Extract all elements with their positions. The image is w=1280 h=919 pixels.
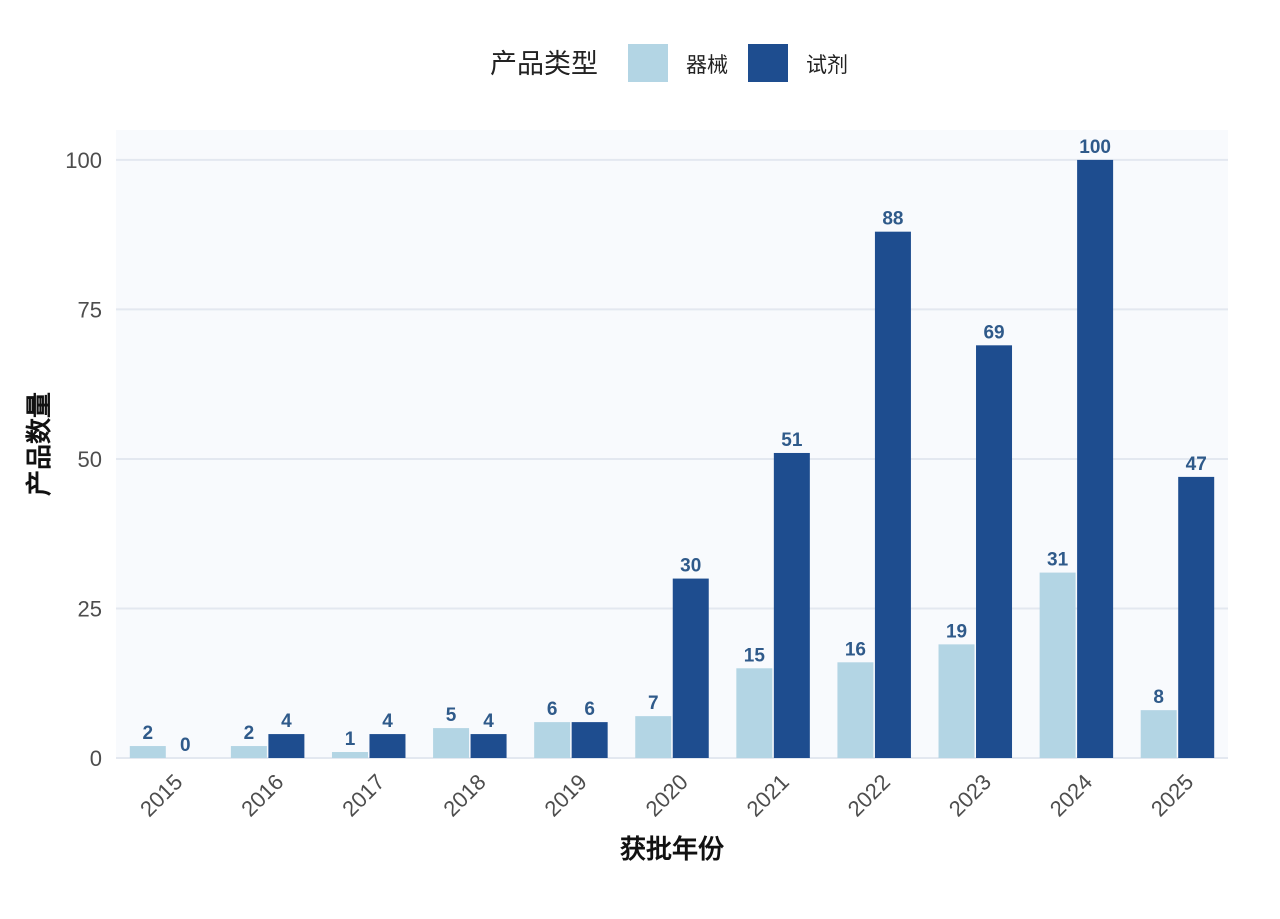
y-tick-label: 25 — [78, 596, 102, 621]
bar-shiji-2025 — [1178, 476, 1215, 758]
data-label: 47 — [1186, 454, 1207, 475]
data-label: 100 — [1079, 137, 1111, 158]
data-label: 2 — [244, 723, 255, 744]
legend: 产品类型 器械 试剂 — [490, 44, 848, 82]
bar-qixie-2022 — [837, 662, 874, 758]
bar-shiji-2023 — [976, 345, 1013, 758]
data-label: 1 — [345, 729, 356, 750]
y-axis: 0 25 50 75 100 — [65, 148, 102, 771]
data-labels: 2 0 2 4 1 4 5 4 6 6 7 30 15 51 16 88 19 69 31 100 8 47 — [143, 137, 1207, 756]
x-tick-label: 2019 — [539, 769, 591, 821]
data-label: 30 — [680, 556, 701, 577]
bar-qixie-2021 — [736, 668, 773, 758]
bar-qixie-2020 — [635, 716, 672, 758]
data-label: 51 — [781, 430, 803, 451]
x-tick-label: 2017 — [337, 769, 389, 821]
y-axis-title: 产品数量 — [25, 392, 55, 496]
bar-shiji-2021 — [773, 452, 810, 758]
data-label: 4 — [483, 711, 494, 732]
x-tick-label: 2016 — [236, 769, 288, 821]
bar-shiji-2022 — [874, 231, 911, 758]
bar-shiji-2017 — [369, 734, 406, 758]
bar-qixie-2024 — [1039, 572, 1076, 758]
legend-swatch-shiji — [748, 44, 788, 82]
bar-shiji-2020 — [672, 578, 709, 758]
data-label: 6 — [584, 699, 595, 720]
bar-qixie-2023 — [938, 644, 975, 758]
x-tick-label: 2020 — [641, 769, 693, 821]
data-label: 7 — [648, 693, 659, 714]
bar-shiji-2016 — [268, 734, 305, 758]
x-axis-title: 获批年份 — [620, 834, 724, 865]
x-tick-label: 2024 — [1045, 769, 1097, 821]
x-tick-label: 2025 — [1146, 769, 1198, 821]
x-tick-label: 2022 — [843, 769, 895, 821]
bar-qixie-2025 — [1140, 710, 1177, 758]
x-tick-label: 2015 — [135, 769, 187, 821]
data-label: 88 — [882, 209, 903, 230]
data-label: 31 — [1047, 550, 1069, 571]
bar-shiji-2024 — [1077, 159, 1114, 758]
data-label: 15 — [744, 645, 766, 666]
data-label: 0 — [180, 735, 191, 756]
data-label: 2 — [143, 723, 154, 744]
legend-label: 器械 — [686, 54, 728, 77]
bar-shiji-2018 — [470, 734, 507, 758]
bar-qixie-2015 — [129, 746, 166, 758]
y-tick-label: 75 — [78, 297, 102, 322]
x-axis: 2015 2016 2017 2018 2019 2020 2021 2022 2023 2024… — [135, 769, 1198, 821]
data-label: 6 — [547, 699, 558, 720]
y-tick-label: 50 — [78, 447, 102, 472]
y-tick-label: 0 — [90, 746, 102, 771]
legend-label: 试剂 — [806, 54, 848, 77]
bars — [129, 159, 1215, 758]
data-label: 5 — [446, 705, 457, 726]
data-label: 4 — [281, 711, 292, 732]
bar-shiji-2019 — [571, 722, 608, 758]
data-label: 16 — [845, 639, 866, 660]
bar-qixie-2016 — [230, 746, 267, 758]
bar-qixie-2019 — [534, 722, 571, 758]
legend-title: 产品类型 — [490, 49, 598, 80]
x-tick-label: 2021 — [742, 769, 794, 821]
data-label: 19 — [946, 621, 967, 642]
legend-swatch-qixie — [628, 44, 668, 82]
y-tick-label: 100 — [65, 148, 102, 173]
bar-qixie-2017 — [331, 752, 368, 758]
data-label: 8 — [1153, 687, 1164, 708]
data-label: 4 — [382, 711, 393, 732]
x-tick-label: 2023 — [944, 769, 996, 821]
bar-qixie-2018 — [433, 728, 470, 758]
data-label: 69 — [983, 322, 1004, 343]
x-tick-label: 2018 — [438, 769, 490, 821]
